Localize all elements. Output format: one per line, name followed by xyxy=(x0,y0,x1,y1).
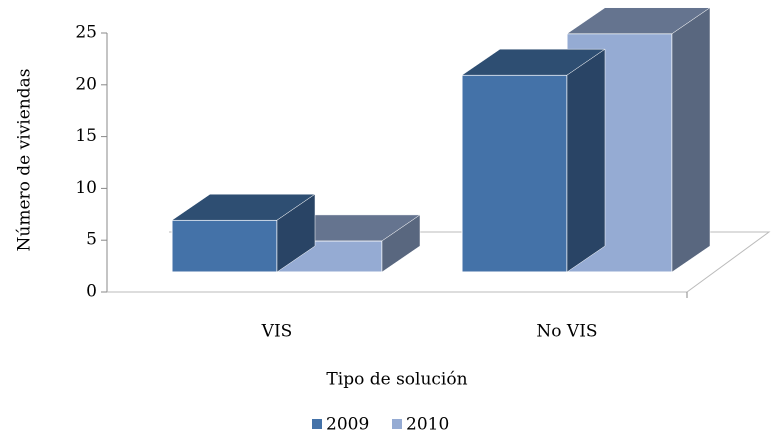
y-tick-label: 10 xyxy=(75,178,97,198)
x-tick-label: No VIS xyxy=(536,322,597,342)
bar-front xyxy=(171,219,278,273)
legend-label: 2010 xyxy=(406,415,449,434)
bar-side xyxy=(671,7,711,273)
legend-swatch xyxy=(392,419,402,429)
bar-side xyxy=(276,193,316,273)
y-tick-label: 5 xyxy=(86,230,97,250)
x-tick-label: VIS xyxy=(261,322,293,342)
bar-side xyxy=(566,48,606,273)
x-axis-label: Tipo de solución xyxy=(326,370,467,390)
bar-front xyxy=(461,74,568,273)
bar-side xyxy=(381,214,421,273)
y-tick-label: 0 xyxy=(86,282,97,302)
y-tick-label: 15 xyxy=(75,126,97,146)
y-tick-label: 25 xyxy=(75,23,97,43)
bar xyxy=(171,193,316,273)
legend-swatch xyxy=(312,419,322,429)
y-tick-label: 20 xyxy=(75,74,97,94)
y-axis-label: Número de viviendas xyxy=(15,69,35,252)
legend-label: 2009 xyxy=(326,415,369,434)
bar xyxy=(461,48,606,273)
